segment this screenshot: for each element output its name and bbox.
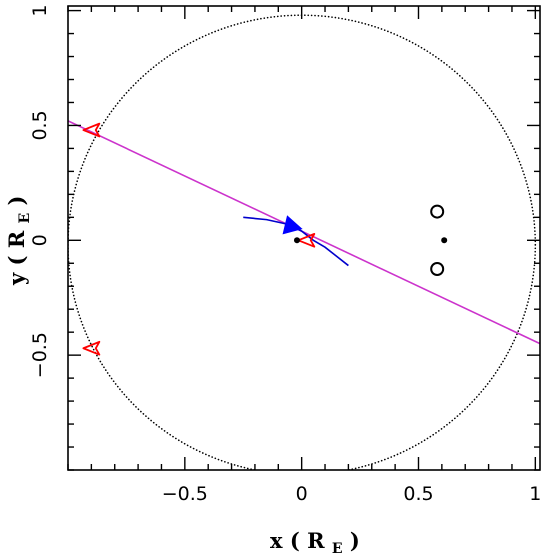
x-axis-unit-sub: E xyxy=(332,541,343,555)
y-axis-label: y ( R E ) xyxy=(4,196,34,286)
data-layer xyxy=(68,14,540,470)
x-axis-var: x xyxy=(270,528,283,553)
image-marker-2 xyxy=(297,232,316,248)
caustic-circle xyxy=(68,14,537,470)
x-tick-label: 1 xyxy=(529,483,541,505)
lens-arrow-head xyxy=(282,215,303,235)
x-tick-label: 0.5 xyxy=(403,483,433,505)
y-axis-paren-close: ) xyxy=(4,196,29,206)
plot-frame xyxy=(67,5,541,471)
y-axis-paren-open: ( xyxy=(4,256,29,266)
y-tick-label: 1 xyxy=(29,5,51,17)
x-axis-paren-close: ) xyxy=(350,528,360,553)
x-tick-label: 0 xyxy=(296,483,308,505)
y-axis-unit: R xyxy=(4,230,29,248)
y-tick-label: −0.5 xyxy=(29,332,51,378)
open-circle-1 xyxy=(430,204,445,219)
y-axis-var: y xyxy=(4,272,29,286)
open-circle-2 xyxy=(430,262,445,277)
image-marker-3 xyxy=(82,340,101,356)
x-axis-paren-open: ( xyxy=(290,528,300,553)
filled-point-1 xyxy=(441,237,448,244)
filled-point-2 xyxy=(293,237,300,244)
x-axis-label: x ( R E ) xyxy=(270,528,360,555)
x-axis-unit: R xyxy=(307,528,325,553)
ticks-layer: −0.5 0 0.5 1 −0.5 0 0.5 1 xyxy=(29,5,541,505)
image-marker-1 xyxy=(82,122,101,138)
x-tick-label: −0.5 xyxy=(162,483,208,505)
y-tick-label: 0.5 xyxy=(29,110,51,140)
y-axis-unit-sub: E xyxy=(17,213,33,224)
y-tick-label: 0 xyxy=(29,234,51,246)
